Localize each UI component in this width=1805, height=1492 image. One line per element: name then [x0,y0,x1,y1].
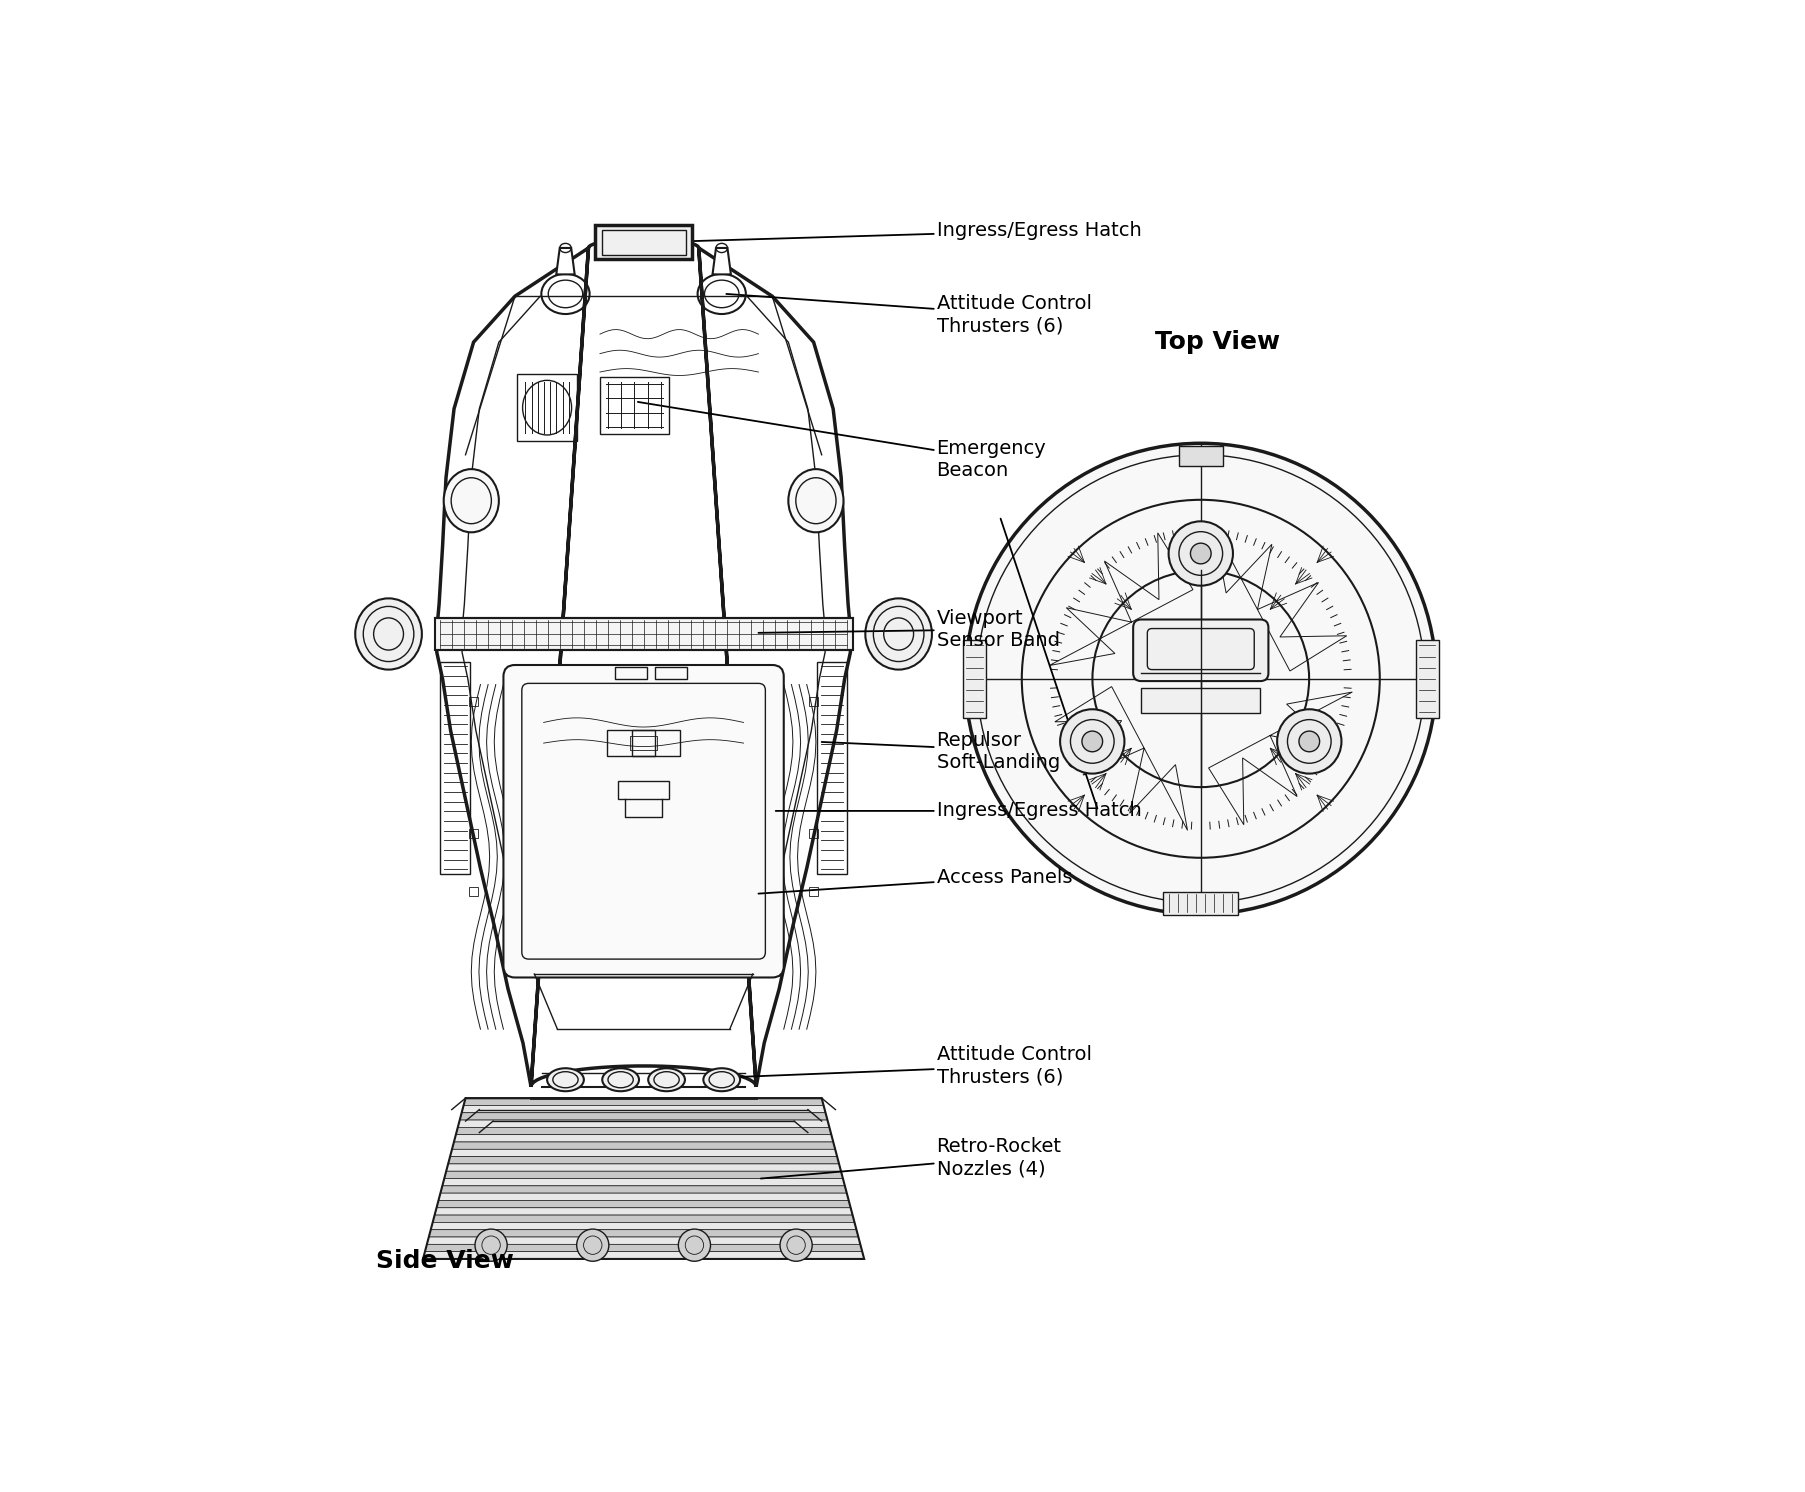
Bar [469,886,478,895]
Bar [435,618,852,651]
Circle shape [1060,709,1125,773]
Polygon shape [449,1149,838,1156]
Polygon shape [437,239,850,1086]
Ellipse shape [356,598,422,670]
Polygon shape [433,1214,854,1222]
Bar [469,830,478,839]
Bar [440,661,469,874]
Text: Viewport
Sensor Band: Viewport Sensor Band [758,609,1060,651]
Polygon shape [713,248,731,275]
Polygon shape [435,1209,852,1214]
Text: Repulsor
Soft-Landing Coils: Repulsor Soft-Landing Coils [821,731,1114,771]
Ellipse shape [865,598,931,670]
Ellipse shape [648,1068,684,1091]
Bar [1141,688,1260,713]
Bar [1164,892,1238,916]
Bar [616,667,646,679]
Bar [632,731,655,756]
Text: Access Panels: Access Panels [758,868,1072,894]
Bar [596,225,693,260]
Circle shape [1081,731,1103,752]
Circle shape [780,1229,812,1261]
Circle shape [1191,543,1211,564]
Polygon shape [460,1113,827,1120]
Bar [469,697,478,706]
Bar [518,374,578,442]
Bar [809,886,818,895]
Polygon shape [430,1229,859,1237]
Bar [599,376,670,434]
Bar [818,661,847,874]
Polygon shape [424,1244,863,1252]
Ellipse shape [603,1068,639,1091]
Circle shape [1300,731,1319,752]
Circle shape [966,443,1437,915]
Text: Emergency
Beacon: Emergency Beacon [637,401,1047,480]
Polygon shape [428,1237,861,1244]
Circle shape [679,1229,711,1261]
Ellipse shape [444,468,498,533]
Circle shape [475,1229,507,1261]
Bar [1179,446,1222,466]
Text: Ingress/Egress Hatch: Ingress/Egress Hatch [776,801,1141,821]
Polygon shape [464,1098,823,1106]
Ellipse shape [704,1068,740,1091]
Polygon shape [457,1128,832,1134]
Polygon shape [451,1141,836,1149]
Bar [630,736,657,750]
Text: Side View: Side View [375,1249,514,1273]
Circle shape [1168,521,1233,586]
Circle shape [576,1229,608,1261]
Bar [601,230,686,255]
Bar [619,780,670,800]
Ellipse shape [547,1068,583,1091]
Polygon shape [439,1194,848,1201]
Bar [964,640,986,718]
Polygon shape [431,1222,856,1229]
Text: Attitude Control
Thrusters (6): Attitude Control Thrusters (6) [726,294,1092,336]
Circle shape [1278,709,1341,773]
FancyBboxPatch shape [504,665,783,977]
Text: Ingress/Egress Hatch: Ingress/Egress Hatch [655,221,1141,242]
Polygon shape [453,1134,834,1141]
Bar [1415,640,1439,718]
Polygon shape [437,1201,850,1209]
Polygon shape [422,1252,865,1259]
Text: Retro-Rocket
Nozzles (4): Retro-Rocket Nozzles (4) [760,1137,1061,1179]
Bar [809,830,818,839]
Polygon shape [462,1106,825,1113]
Ellipse shape [789,468,843,533]
Polygon shape [556,248,574,275]
Bar [809,697,818,706]
Polygon shape [458,1120,828,1128]
Polygon shape [444,1171,843,1179]
Polygon shape [442,1179,845,1186]
FancyBboxPatch shape [1134,619,1269,680]
Polygon shape [446,1164,841,1171]
Text: Top View: Top View [1155,330,1280,354]
Polygon shape [448,1156,839,1164]
Text: Attitude Control
Thrusters (6): Attitude Control Thrusters (6) [726,1046,1092,1086]
Bar [606,731,680,756]
Polygon shape [440,1186,847,1194]
Bar [655,667,688,679]
